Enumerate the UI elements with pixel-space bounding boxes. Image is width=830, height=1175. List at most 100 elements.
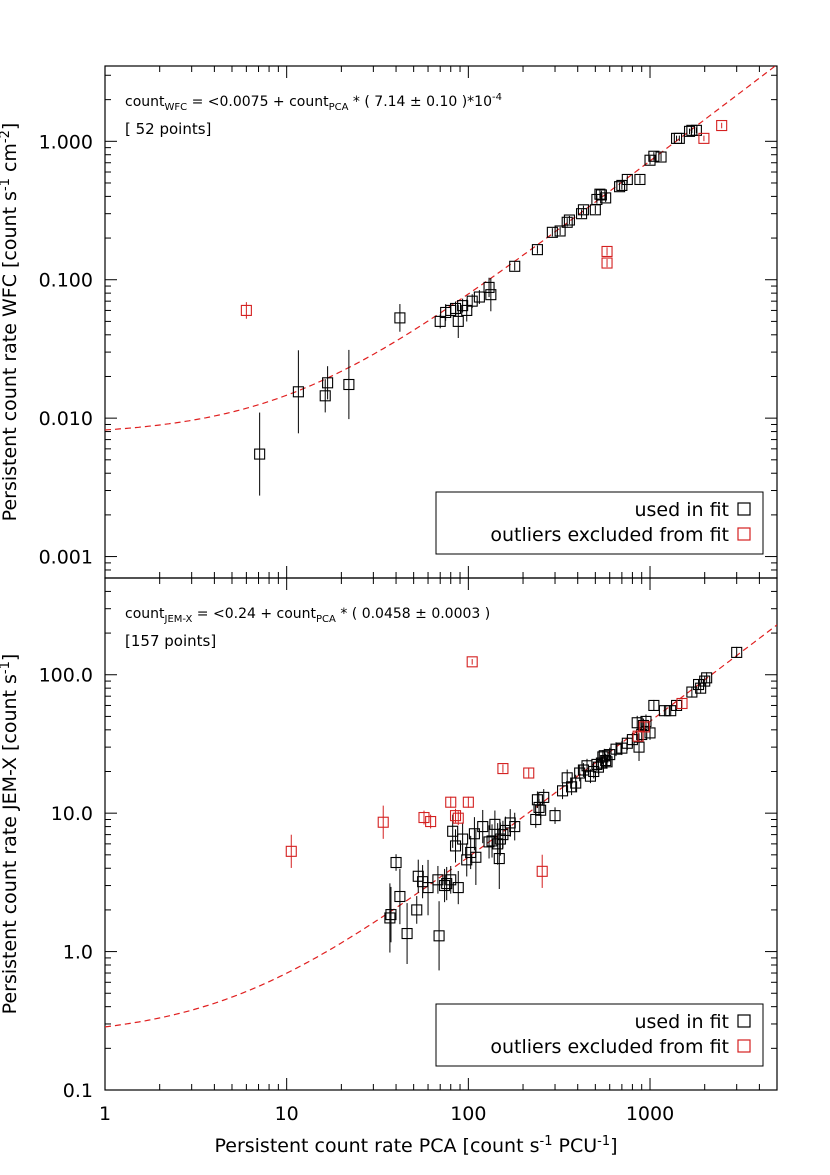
fit-point bbox=[600, 192, 612, 204]
fit-point bbox=[483, 277, 495, 298]
fit-point bbox=[595, 756, 607, 771]
fit-point bbox=[432, 865, 444, 894]
fit-point bbox=[477, 809, 489, 844]
fit-point bbox=[600, 753, 612, 768]
data-marker bbox=[595, 189, 607, 201]
data-marker bbox=[523, 767, 535, 779]
legend-box bbox=[435, 491, 764, 555]
data-marker bbox=[633, 741, 645, 753]
fit-line bbox=[105, 624, 777, 1028]
x-tick-label: 100 bbox=[450, 1103, 486, 1125]
x-tick-label: 1 bbox=[99, 1103, 111, 1125]
fit-point bbox=[447, 814, 459, 848]
fit-point bbox=[254, 412, 266, 496]
outlier-point bbox=[497, 763, 509, 775]
fit-point bbox=[449, 829, 462, 863]
y-tick-label: 0.1 bbox=[63, 1080, 93, 1102]
data-marker bbox=[509, 821, 521, 833]
panel-bottom: 0.1 1.0 10.0 100.0 1 10 100 1000 Persistent coun… bbox=[0, 577, 778, 1157]
data-marker bbox=[473, 291, 485, 303]
data-marker bbox=[343, 378, 355, 391]
fit-point bbox=[483, 825, 495, 859]
x-tick-label: 1000 bbox=[626, 1103, 674, 1125]
data-marker bbox=[319, 390, 331, 402]
data-marker bbox=[394, 890, 406, 903]
data-marker bbox=[461, 854, 473, 866]
x-tick-label: 10 bbox=[275, 1103, 299, 1125]
data-marker bbox=[445, 796, 457, 808]
data-marker bbox=[394, 312, 406, 324]
data-marker bbox=[509, 260, 521, 272]
fit-point bbox=[699, 675, 711, 687]
data-marker bbox=[449, 810, 462, 822]
data-marker bbox=[561, 216, 573, 228]
fit-point bbox=[473, 290, 485, 304]
data-marker bbox=[577, 204, 589, 216]
fit-point bbox=[637, 718, 649, 733]
y-tick-label: 0.001 bbox=[39, 547, 93, 569]
fit-point bbox=[648, 699, 660, 712]
data-marker bbox=[610, 743, 622, 755]
fit-point bbox=[401, 903, 413, 964]
data-marker bbox=[701, 672, 713, 684]
y-tick-label: 0.100 bbox=[39, 270, 93, 292]
data-marker bbox=[632, 730, 644, 742]
data-marker bbox=[497, 829, 509, 841]
fit-point bbox=[422, 859, 434, 916]
outlier-point bbox=[377, 805, 389, 839]
fit-equation: countWFC = <0.0075 + countPCA * ( 7.14 ±… bbox=[125, 92, 502, 113]
data-marker bbox=[470, 851, 482, 863]
outlier-point bbox=[523, 767, 535, 779]
data-marker bbox=[546, 226, 558, 238]
fit-point bbox=[493, 828, 505, 890]
data-marker bbox=[686, 686, 698, 698]
legend: used in fit outliers excluded from fit bbox=[435, 491, 764, 555]
data-marker bbox=[690, 124, 702, 136]
legend-marker bbox=[737, 527, 751, 541]
legend: used in fit outliers excluded from fit bbox=[435, 1003, 764, 1067]
data-marker bbox=[536, 865, 548, 877]
data-marker bbox=[621, 173, 633, 186]
data-marker bbox=[425, 815, 437, 828]
fit-point bbox=[648, 150, 660, 162]
fit-point bbox=[485, 278, 497, 312]
fit-point bbox=[576, 208, 588, 220]
data-marker bbox=[439, 879, 451, 892]
fit-point bbox=[554, 225, 566, 237]
fit-point bbox=[594, 188, 606, 200]
legend-label: used in fit bbox=[634, 1011, 729, 1033]
data-marker bbox=[292, 386, 304, 398]
data-marker bbox=[655, 151, 667, 163]
fit-point bbox=[693, 678, 705, 691]
fit-point bbox=[577, 204, 589, 216]
data-marker bbox=[531, 244, 543, 256]
outlier-point bbox=[452, 811, 464, 826]
data-marker bbox=[699, 675, 711, 687]
fit-point bbox=[556, 782, 569, 800]
data-marker bbox=[254, 448, 266, 460]
fit-point bbox=[595, 189, 607, 201]
fit-point bbox=[683, 125, 696, 137]
fit-point bbox=[319, 379, 331, 413]
legend-label: used in fit bbox=[634, 499, 729, 521]
outlier-point bbox=[676, 697, 688, 710]
outlier-point bbox=[240, 302, 252, 319]
data-marker bbox=[638, 721, 650, 733]
legend-marker bbox=[737, 1039, 751, 1053]
y-tick-label: 100.0 bbox=[39, 665, 93, 687]
fit-point bbox=[439, 868, 451, 903]
legend-marker bbox=[737, 502, 751, 516]
fit-equation: countJEM-X = <0.24 + countPCA * ( 0.0458… bbox=[125, 606, 490, 625]
data-marker bbox=[716, 119, 728, 132]
data-marker bbox=[648, 150, 660, 162]
fit-point bbox=[322, 366, 334, 400]
data-marker bbox=[600, 754, 612, 767]
data-marker bbox=[658, 705, 670, 717]
outlier-point bbox=[716, 119, 728, 132]
data-marker bbox=[698, 132, 710, 144]
y-axis-label: Persistent count rate WFC [count s-1 cm-… bbox=[0, 123, 21, 522]
outlier-point bbox=[466, 656, 478, 668]
fit-point bbox=[695, 682, 707, 694]
data-marker bbox=[422, 882, 434, 894]
